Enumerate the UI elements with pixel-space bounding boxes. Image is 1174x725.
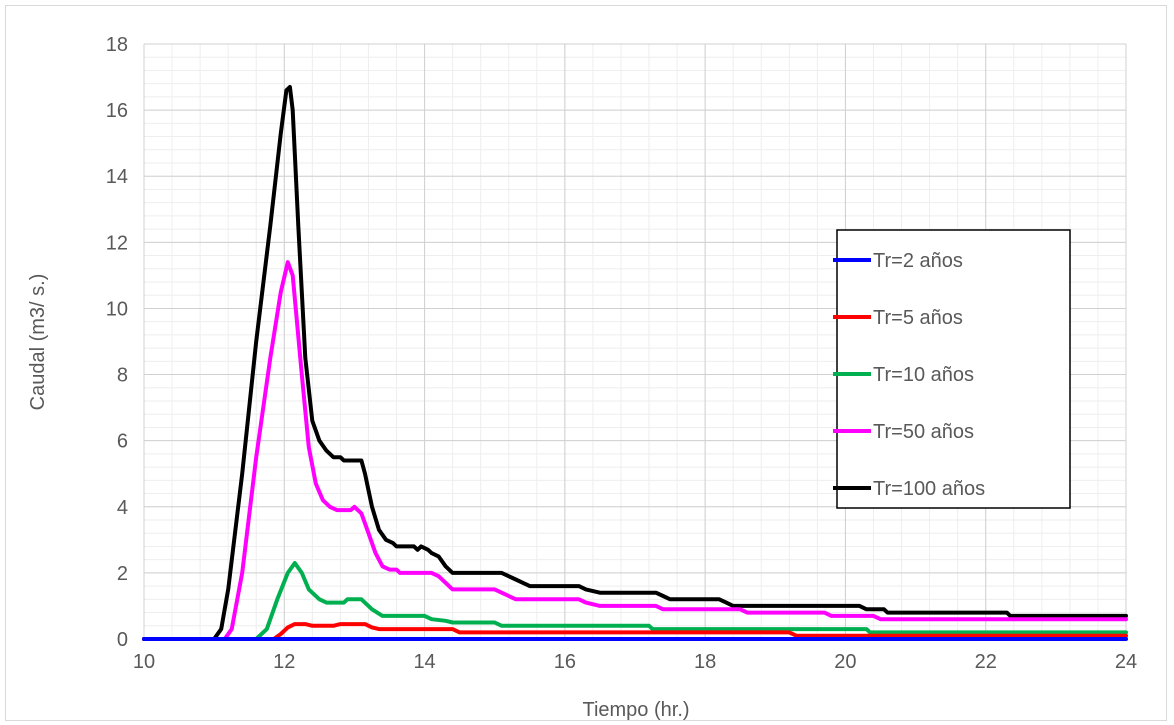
legend-box [836,229,1071,509]
y-tick-label: 0 [117,629,128,651]
series-layer [142,85,1128,641]
legend: Tr=2 años Tr=5 años Tr=10 años Tr=50 años Tr… [833,229,1071,509]
x-tick-label: 10 [133,651,155,673]
series-line [142,622,1128,641]
x-axis-label: Tiempo (hr.) [582,699,689,721]
x-tick-label: 22 [975,651,997,673]
series-line [142,85,1128,641]
series-line [142,260,1128,641]
y-tick-label: 14 [106,166,128,188]
legend-label: Tr=2 años [873,250,963,272]
x-tick-label: 24 [1115,651,1137,673]
legend-label: Tr=10 años [873,364,974,386]
y-tick-label: 12 [106,232,128,254]
y-tick-label: 2 [117,563,128,585]
series-line [142,561,1128,641]
legend-label: Tr=50 años [873,421,974,443]
x-tick-label: 18 [694,651,716,673]
x-tick-label: 12 [273,651,295,673]
legend-label: Tr=100 años [873,478,985,500]
y-tick-label: 4 [117,497,128,519]
y-tick-label: 8 [117,365,128,387]
y-tick-label: 18 [106,34,128,56]
y-tick-label: 16 [106,100,128,122]
y-axis-label: Caudal (m3/ s.) [27,274,49,411]
x-tick-label: 14 [413,651,435,673]
x-tick-label: 16 [554,651,576,673]
y-tick-label: 10 [106,298,128,320]
legend-label: Tr=5 años [873,307,963,329]
y-tick-label: 6 [117,431,128,453]
x-tick-label: 20 [834,651,856,673]
